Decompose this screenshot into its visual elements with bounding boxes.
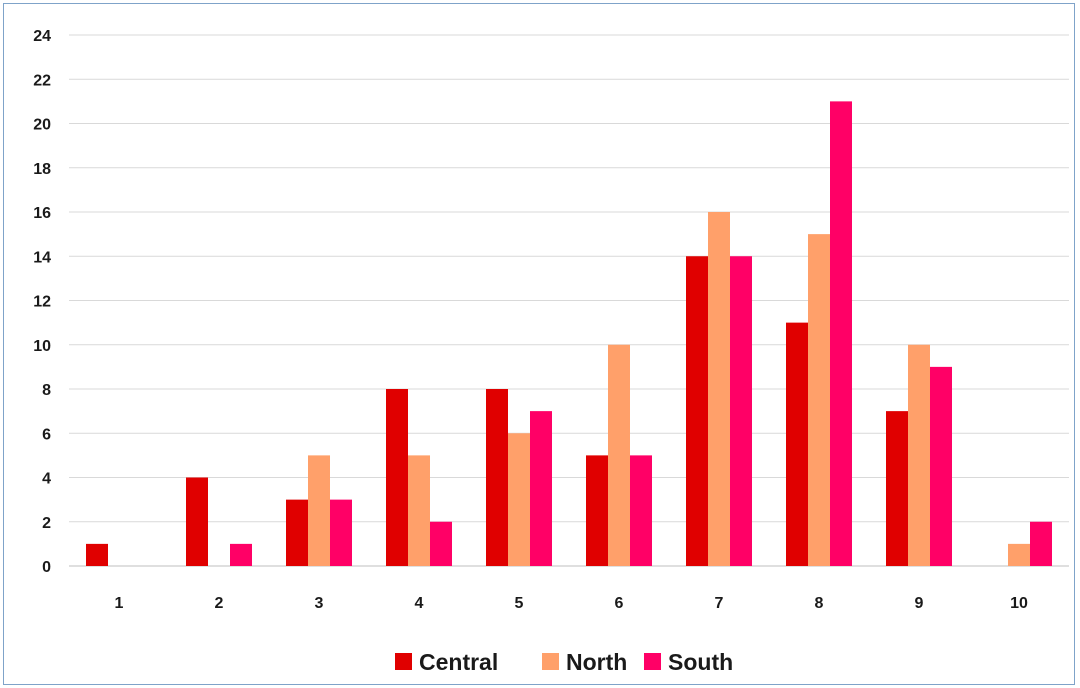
bar-central-3 <box>286 499 308 566</box>
bar-north-10 <box>1008 543 1030 566</box>
y-tick-label: 0 <box>42 559 51 576</box>
bar-central-1 <box>86 543 108 566</box>
bar-south-5 <box>530 411 552 566</box>
x-tick-label: 10 <box>1010 595 1028 612</box>
x-tick-label: 6 <box>615 595 624 612</box>
bar-north-6 <box>608 344 630 566</box>
bar-north-5 <box>508 433 530 566</box>
x-tick-label: 1 <box>115 595 124 612</box>
bar-south-2 <box>230 543 252 566</box>
bar-north-7 <box>708 212 730 566</box>
bar-south-4 <box>430 521 452 566</box>
x-tick-label: 9 <box>915 595 924 612</box>
bar-north-4 <box>408 455 430 566</box>
gridlines <box>69 34 1069 567</box>
bars <box>86 101 1052 566</box>
legend-label-central: Central <box>419 649 498 675</box>
y-tick-label: 10 <box>33 338 51 355</box>
legend: Central North South <box>395 649 733 675</box>
bar-north-8 <box>808 234 830 566</box>
y-tick-label: 4 <box>42 471 51 488</box>
chart-frame: 0 2 4 6 8 10 12 14 16 18 20 22 24 1 2 3 4 5 6 7 8 9 10 Centra… <box>3 3 1075 685</box>
bar-central-4 <box>386 389 408 566</box>
bar-central-6 <box>586 455 608 566</box>
bar-south-10 <box>1030 521 1052 566</box>
legend-swatch-south <box>644 653 661 670</box>
x-tick-label: 7 <box>715 595 724 612</box>
bar-north-9 <box>908 344 930 566</box>
bar-south-9 <box>930 366 952 566</box>
bar-central-2 <box>186 477 208 566</box>
y-tick-label: 8 <box>42 382 51 399</box>
x-tick-label: 2 <box>215 595 224 612</box>
bar-south-6 <box>630 455 652 566</box>
x-tick-label: 8 <box>815 595 824 612</box>
legend-label-south: South <box>668 649 733 675</box>
x-axis-ticks: 1 2 3 4 5 6 7 8 9 10 <box>115 595 1028 612</box>
y-tick-label: 12 <box>33 294 51 311</box>
y-tick-label: 6 <box>42 426 51 443</box>
legend-swatch-central <box>395 653 412 670</box>
bar-central-8 <box>786 322 808 566</box>
y-tick-label: 20 <box>33 117 51 134</box>
x-tick-label: 3 <box>315 595 324 612</box>
bar-central-7 <box>686 256 708 566</box>
bar-south-3 <box>330 499 352 566</box>
y-tick-label: 16 <box>33 205 51 222</box>
y-tick-label: 18 <box>33 161 51 178</box>
x-tick-label: 4 <box>415 595 424 612</box>
bar-north-3 <box>308 455 330 566</box>
y-tick-label: 14 <box>33 249 51 266</box>
y-tick-label: 24 <box>33 28 51 45</box>
y-tick-label: 2 <box>42 515 51 532</box>
bar-south-8 <box>830 101 852 566</box>
x-tick-label: 5 <box>515 595 524 612</box>
bar-central-9 <box>886 411 908 566</box>
legend-swatch-north <box>542 653 559 670</box>
legend-label-north: North <box>566 649 627 675</box>
y-tick-label: 22 <box>33 72 51 89</box>
bar-central-5 <box>486 389 508 566</box>
bar-south-7 <box>730 256 752 566</box>
